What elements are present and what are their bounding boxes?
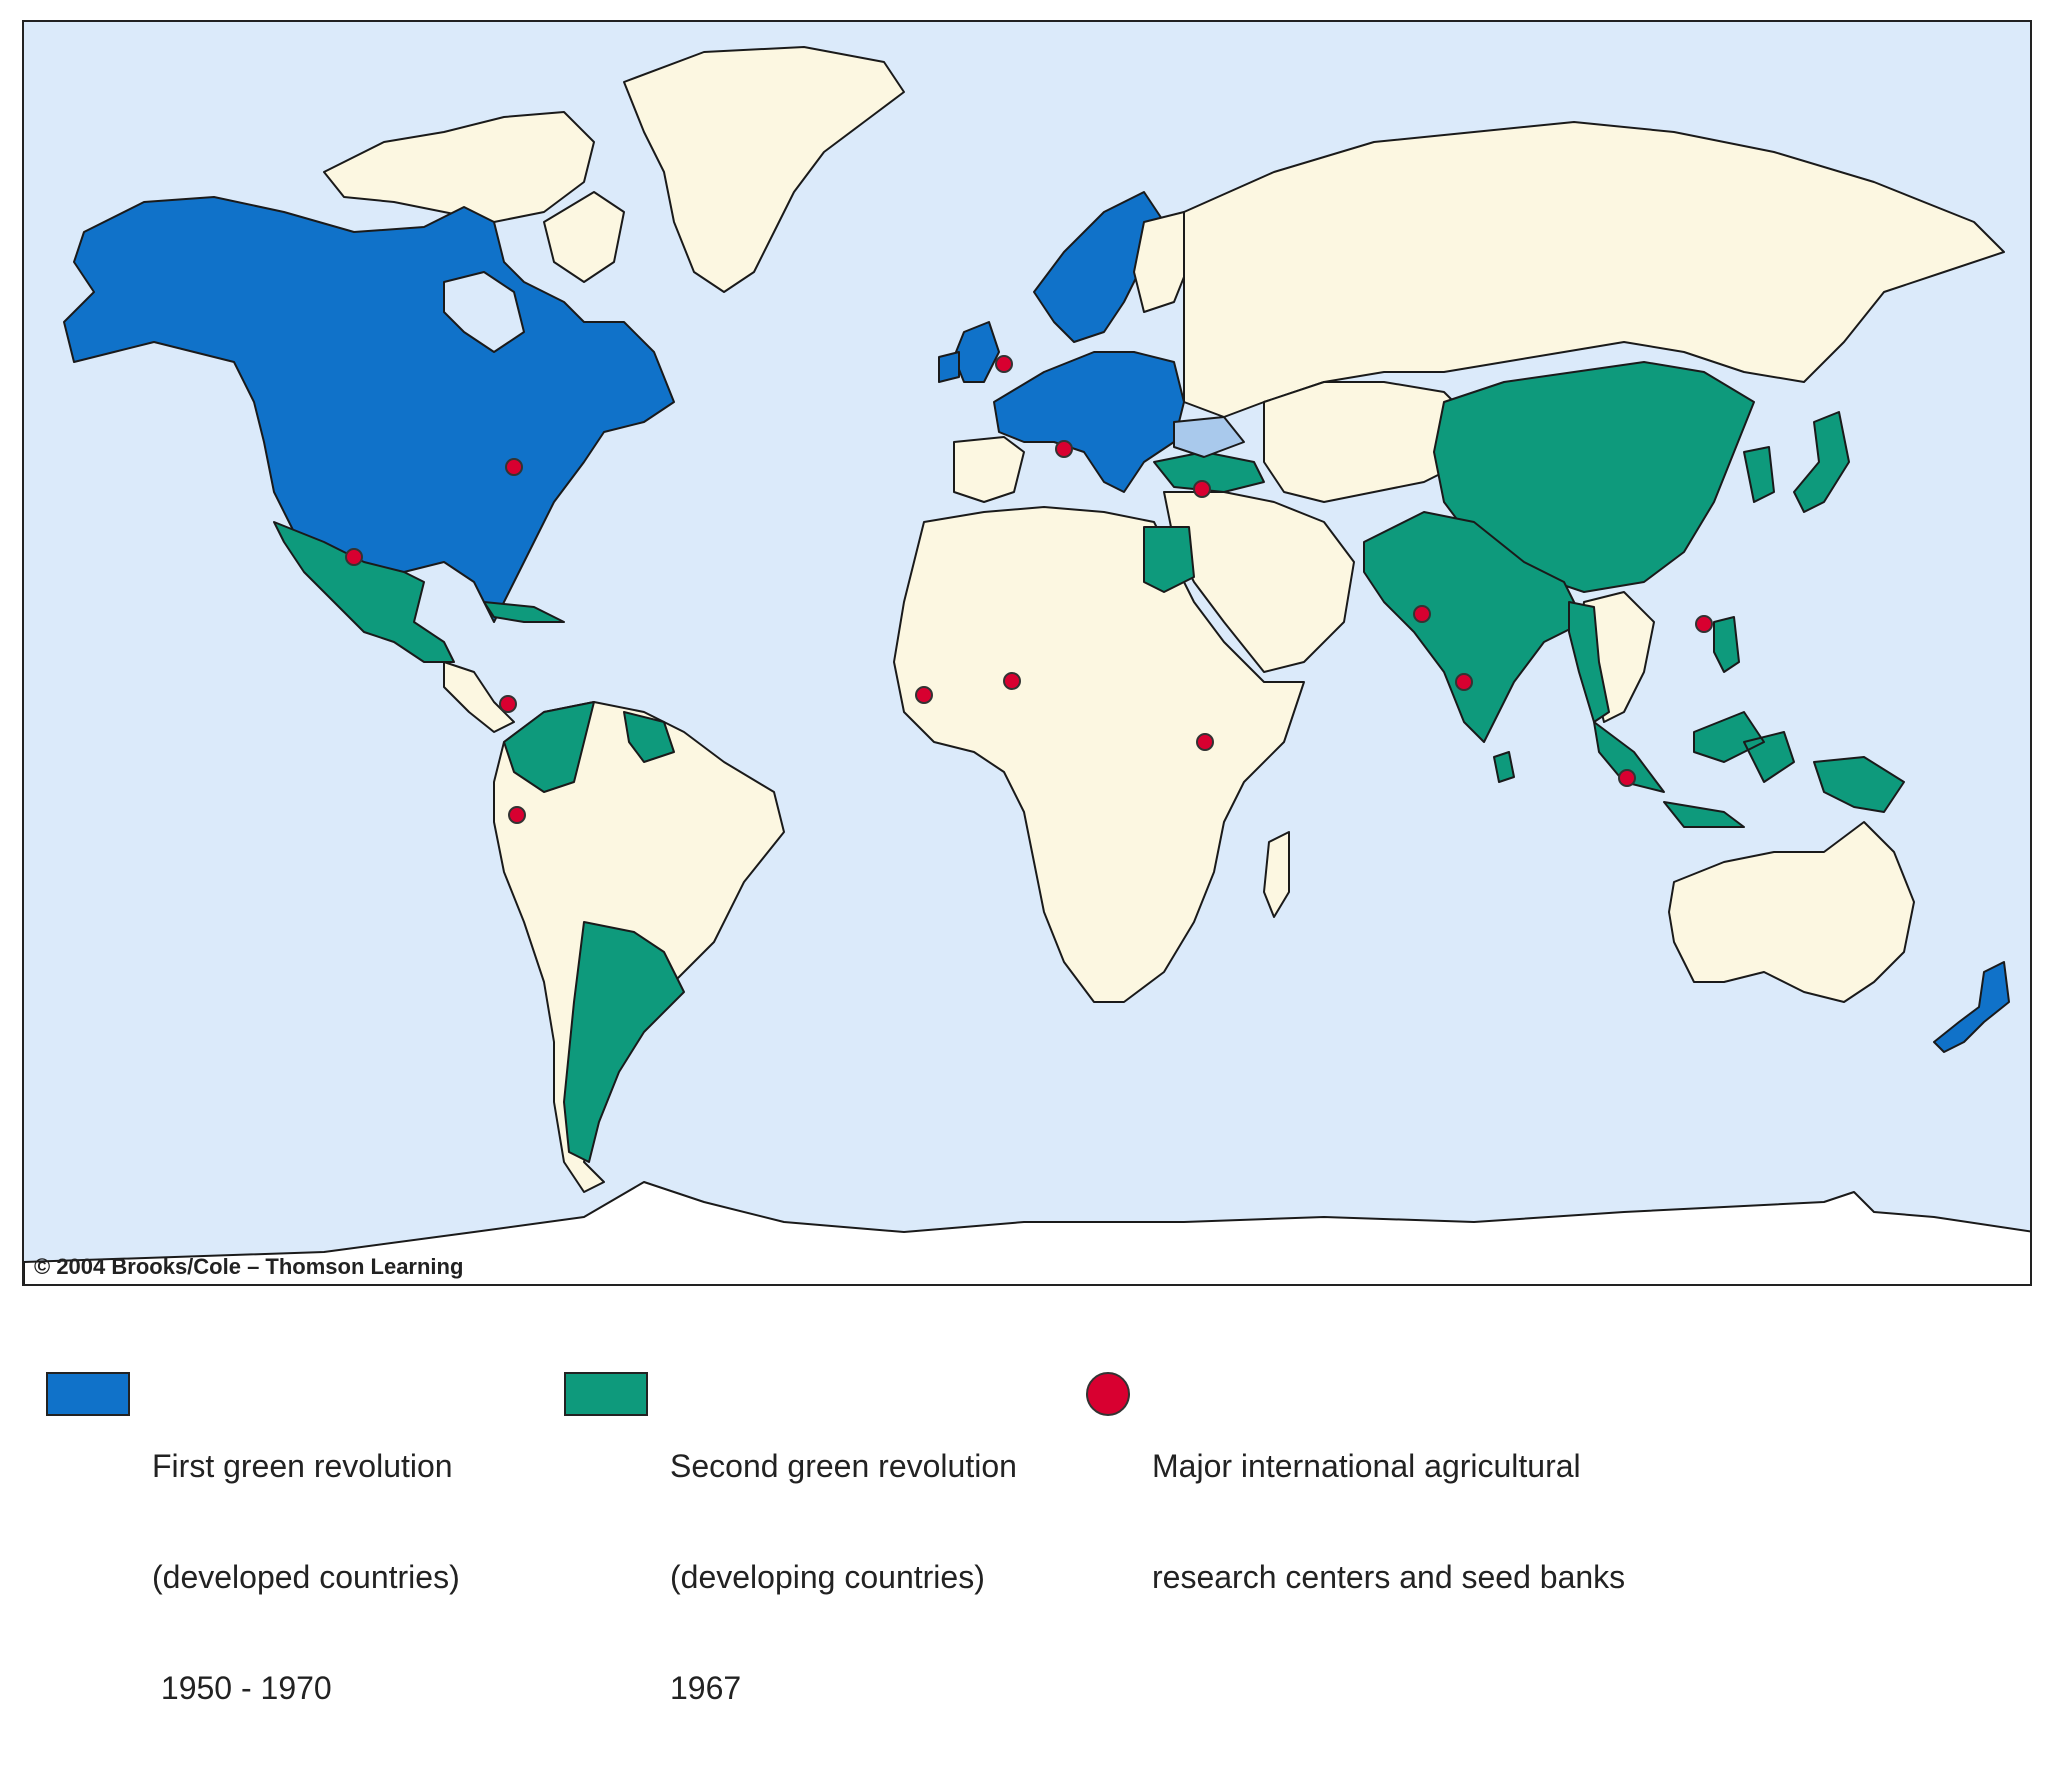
australia — [1668, 821, 1915, 1003]
egypt — [1143, 526, 1195, 593]
hudson-bay — [443, 271, 525, 353]
research-centers — [345, 355, 1713, 824]
legend-first-line3: 1950 - 1970 — [152, 1670, 332, 1706]
legend-text-centers: Major international agricultural researc… — [1152, 1374, 1625, 1670]
center-colombia — [499, 695, 517, 713]
legend-second-line2: (developing countries) — [670, 1559, 985, 1595]
center-italy — [1055, 440, 1073, 458]
baffin-island — [543, 191, 625, 283]
cuba — [483, 601, 565, 623]
guyana — [623, 711, 675, 763]
center-india — [1413, 605, 1431, 623]
center-liberia — [915, 686, 933, 704]
center-philippines — [1695, 615, 1713, 633]
ireland — [938, 351, 960, 383]
legend-centers-line2: research centers and seed banks — [1152, 1559, 1626, 1595]
center-nigeria — [1003, 672, 1021, 690]
center-peru — [508, 806, 526, 824]
legend-dot-centers — [1086, 1372, 1130, 1416]
new-zealand — [1933, 961, 2010, 1053]
papua — [1813, 756, 1905, 813]
legend-second-line1: Second green revolution — [670, 1448, 1017, 1484]
pakistan-india — [1363, 511, 1585, 743]
legend-first-line1: First green revolution — [152, 1448, 453, 1484]
korea — [1743, 446, 1775, 503]
iberia — [953, 436, 1025, 503]
western-central-europe — [993, 351, 1185, 493]
legend-swatch-second — [564, 1372, 648, 1416]
myanmar — [1568, 601, 1610, 723]
greenland — [623, 46, 905, 293]
philippines — [1713, 616, 1740, 673]
sri-lanka — [1493, 751, 1515, 783]
world-map: © 2004 Brooks/Cole – Thomson Learning — [22, 20, 2032, 1286]
antarctica — [24, 1181, 2030, 1284]
north-america-first — [63, 196, 675, 623]
indonesia — [1593, 711, 1795, 828]
center-washington — [505, 458, 523, 476]
legend-second-line3: 1967 — [670, 1670, 742, 1706]
japan — [1793, 411, 1850, 513]
map-canvas — [24, 22, 2030, 1284]
colombia-venezuela — [503, 701, 595, 793]
center-sri-lanka — [1455, 673, 1473, 691]
center-indonesia — [1618, 769, 1636, 787]
russia — [1183, 121, 2005, 418]
legend-centers-line1: Major international agricultural — [1152, 1448, 1581, 1484]
center-syria — [1193, 480, 1211, 498]
argentina — [563, 921, 685, 1163]
central-america — [443, 661, 515, 733]
madagascar — [1263, 831, 1290, 918]
copyright-text: © 2004 Brooks/Cole – Thomson Learning — [34, 1254, 464, 1279]
legend-text-second: Second green revolution (developing coun… — [670, 1374, 1017, 1781]
mexico — [273, 521, 455, 663]
legend-text-first: First green revolution (developed countr… — [152, 1374, 460, 1781]
arctic-islands — [323, 111, 595, 223]
center-mexico — [345, 548, 363, 566]
center-netherlands — [995, 355, 1013, 373]
black-sea-area — [1173, 416, 1245, 458]
legend-first-line2: (developed countries) — [152, 1559, 460, 1595]
center-kenya — [1196, 733, 1214, 751]
legend-swatch-first — [46, 1372, 130, 1416]
